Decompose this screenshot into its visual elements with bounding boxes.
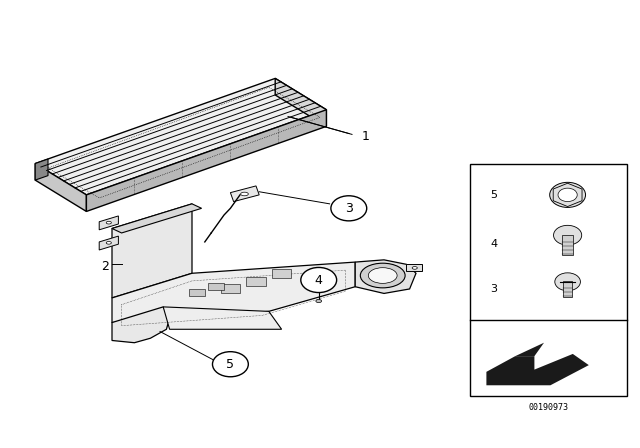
Bar — [208, 283, 224, 290]
Polygon shape — [112, 307, 170, 343]
Polygon shape — [35, 164, 86, 211]
Ellipse shape — [360, 263, 405, 288]
Text: 5: 5 — [490, 190, 497, 200]
Ellipse shape — [316, 299, 322, 303]
Polygon shape — [112, 204, 202, 233]
Circle shape — [554, 225, 582, 245]
Polygon shape — [275, 78, 326, 126]
Text: 1: 1 — [362, 130, 369, 143]
Polygon shape — [35, 78, 326, 195]
Polygon shape — [406, 264, 422, 271]
Polygon shape — [112, 262, 355, 323]
Polygon shape — [163, 307, 282, 329]
Circle shape — [212, 352, 248, 377]
Polygon shape — [486, 354, 589, 385]
Polygon shape — [515, 343, 544, 356]
Bar — [474, 327, 624, 394]
Circle shape — [550, 182, 586, 207]
Bar — [272, 269, 291, 278]
Ellipse shape — [412, 267, 417, 269]
Circle shape — [558, 188, 577, 202]
Bar — [189, 289, 205, 296]
Bar — [563, 235, 573, 255]
Ellipse shape — [106, 221, 111, 224]
Circle shape — [555, 273, 580, 291]
Polygon shape — [99, 236, 118, 250]
Text: 00190973: 00190973 — [529, 403, 569, 412]
Text: 3: 3 — [490, 284, 497, 294]
Ellipse shape — [241, 192, 248, 196]
Bar — [563, 281, 572, 297]
Polygon shape — [112, 204, 192, 298]
Polygon shape — [230, 186, 259, 202]
Text: 2: 2 — [101, 260, 109, 273]
Ellipse shape — [369, 267, 397, 284]
Text: 4: 4 — [490, 239, 497, 249]
Text: 3: 3 — [345, 202, 353, 215]
Ellipse shape — [106, 241, 111, 244]
Circle shape — [301, 267, 337, 293]
Text: 4: 4 — [315, 273, 323, 287]
Polygon shape — [86, 110, 326, 211]
Polygon shape — [99, 216, 118, 230]
Text: 5: 5 — [227, 358, 234, 371]
Circle shape — [331, 196, 367, 221]
Bar — [221, 284, 240, 293]
Polygon shape — [35, 159, 48, 180]
Bar — [470, 164, 627, 396]
Bar — [246, 277, 266, 286]
Polygon shape — [355, 260, 416, 293]
